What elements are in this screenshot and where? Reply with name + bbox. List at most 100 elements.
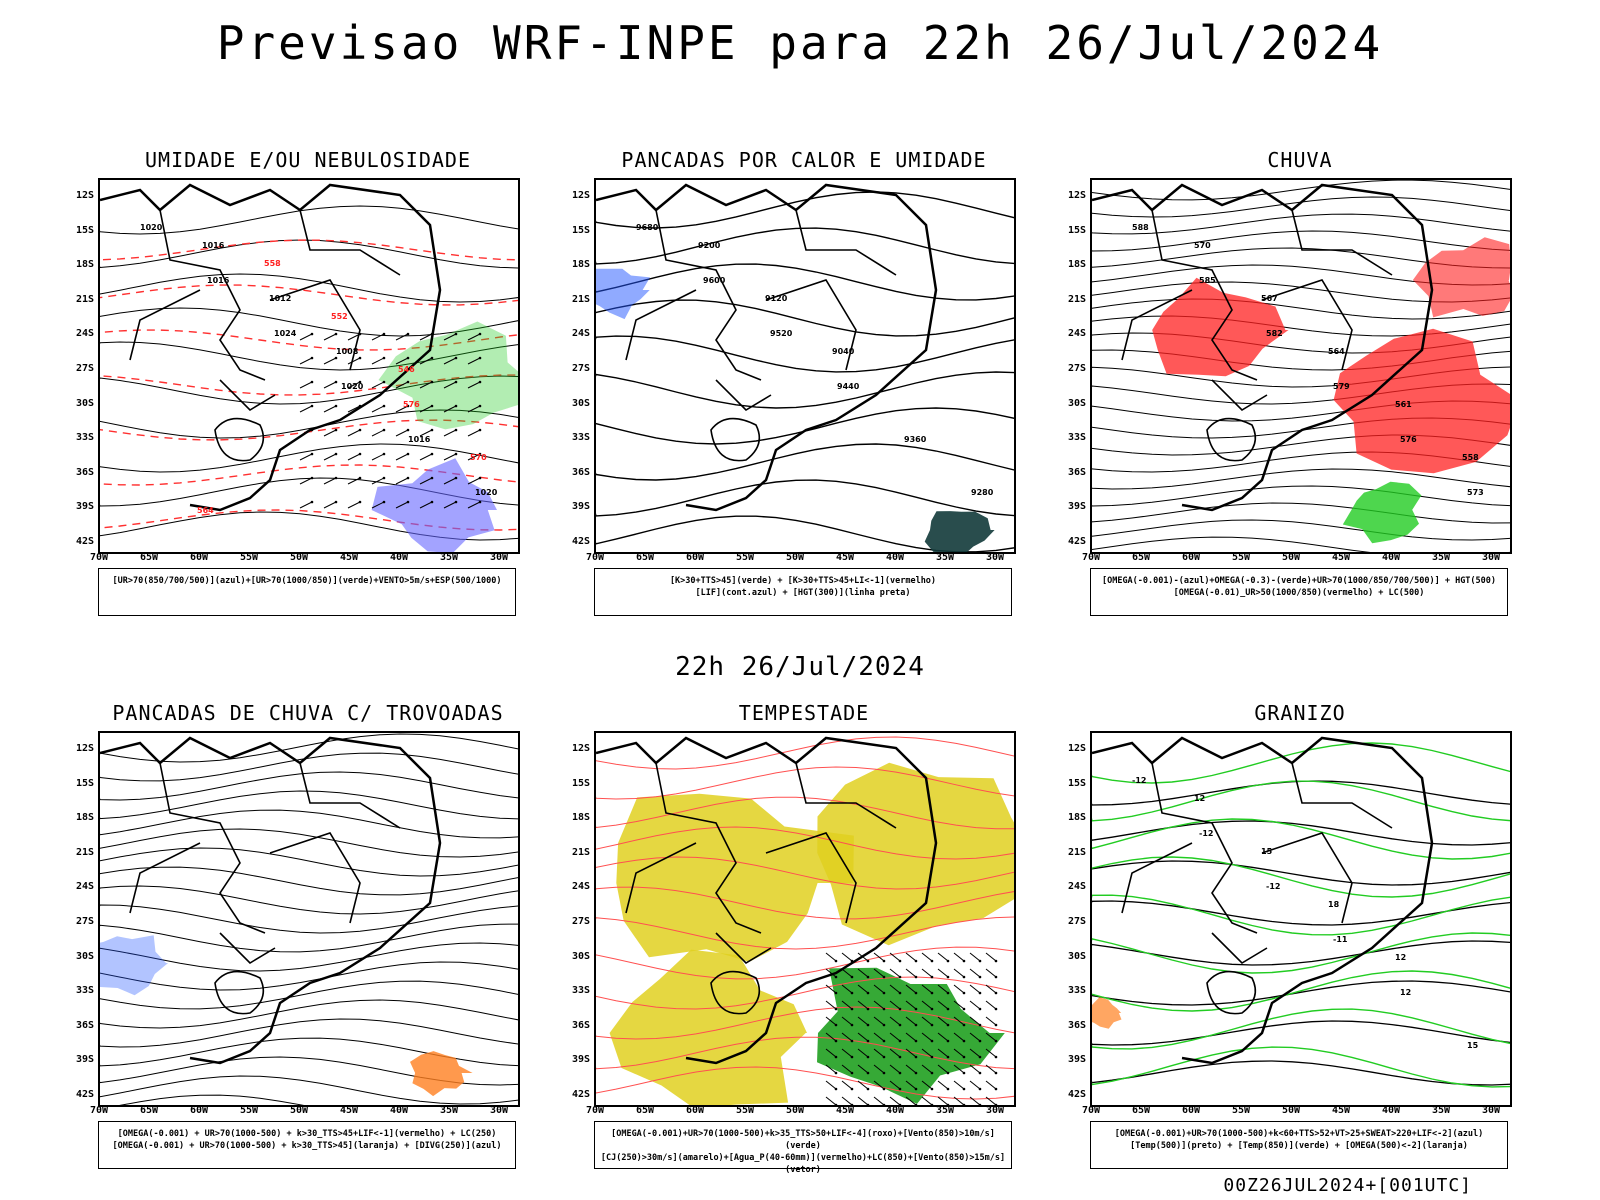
wind-vector-head xyxy=(454,452,458,456)
temp850-contour xyxy=(1092,742,1510,784)
dark-area xyxy=(924,511,995,552)
lat-tick-label: 36S xyxy=(1067,466,1086,478)
wind-vector-head xyxy=(882,959,886,963)
lat-tick-label: 42S xyxy=(1067,1089,1086,1100)
wind-vector-head xyxy=(358,500,362,504)
lat-tick-label: 42S xyxy=(571,536,590,547)
contour-label: -12 xyxy=(1266,882,1280,891)
wind-vector xyxy=(985,1048,997,1058)
wind-vector-head xyxy=(358,380,362,384)
wind-vector xyxy=(921,952,933,962)
wind-vector-head xyxy=(914,1071,918,1075)
lat-tick-label: 27S xyxy=(571,363,590,374)
lat-tick-label: 27S xyxy=(75,363,94,374)
wind-vector xyxy=(953,1016,965,1026)
state-borders xyxy=(129,209,401,412)
wind-vector xyxy=(857,984,869,994)
lat-tick-label: 33S xyxy=(571,985,590,997)
lon-tick-label: 30W xyxy=(985,552,1005,563)
wind-vector xyxy=(841,1000,853,1010)
wind-vector-head xyxy=(478,476,482,480)
wind-vector-head xyxy=(930,959,934,963)
lat-tick-label: 39S xyxy=(1067,501,1086,513)
wind-vector-head xyxy=(382,500,386,504)
rain-red-area xyxy=(1412,237,1510,318)
wind-vector xyxy=(873,1064,885,1074)
wind-vector xyxy=(857,1048,869,1058)
wind-vector xyxy=(905,984,917,994)
wind-vector-head xyxy=(994,1055,998,1059)
lat-tick-label: 24S xyxy=(75,328,94,340)
wind-vector-head xyxy=(406,476,410,480)
lat-tick-label: 21S xyxy=(1067,293,1086,305)
contour-label: 9360 xyxy=(904,435,927,444)
lat-tick-label: 15S xyxy=(75,777,94,789)
wind-vector-head xyxy=(850,975,854,979)
legend-line: [CJ(250)>30m/s](amarelo)+[Agua_P(40-60mm… xyxy=(600,1153,1006,1175)
lon-tick-label: 45W xyxy=(339,1105,359,1116)
wind-vector xyxy=(347,453,361,461)
wind-vector xyxy=(937,1016,949,1026)
lat-tick-label: 18S xyxy=(1067,259,1086,271)
lon-tick-label: 70W xyxy=(585,1105,605,1116)
wind-vector-head xyxy=(850,1023,854,1027)
legend-box: [OMEGA(-0.001) + UR>70(1000-500) + k>30_… xyxy=(98,1121,516,1169)
wind-vector-head xyxy=(382,332,386,336)
map-area: 588 585 582 579 576 573 570 567 564 561 558 xyxy=(1090,178,1512,554)
lat-tick-label: 18S xyxy=(1067,812,1086,824)
wind-vector xyxy=(841,1064,853,1074)
lon-tick-label: 45W xyxy=(835,552,855,563)
wind-vector-head xyxy=(834,1023,838,1027)
wind-vector xyxy=(825,984,837,994)
lat-tick-label: 27S xyxy=(571,916,590,927)
contour-label: 588 xyxy=(1132,223,1149,232)
contour-label: -12 xyxy=(1132,776,1146,785)
wind-vector-head xyxy=(358,476,362,480)
isobar-line xyxy=(100,307,518,337)
lat-tick-label: 15S xyxy=(571,224,590,236)
wind-vector-head xyxy=(898,1023,902,1027)
wind-vector xyxy=(905,1032,917,1042)
wind-vector xyxy=(889,1080,901,1090)
wind-vector-head xyxy=(850,1071,854,1075)
coastline xyxy=(596,736,938,1065)
lat-tick-label: 12S xyxy=(75,190,94,201)
lon-tick-label: 65W xyxy=(139,552,159,563)
legend-line: [OMEGA(-0.01)_UR>50(1000/850)(vermelho) … xyxy=(1173,588,1425,598)
contour-label: 558 xyxy=(1462,453,1479,462)
lat-tick-label: 15S xyxy=(75,224,94,236)
lon-tick-label: 30W xyxy=(985,1105,1005,1116)
temp500-contour xyxy=(1092,1060,1510,1086)
wind-vector-head xyxy=(334,332,338,336)
lat-tick-label: 18S xyxy=(571,812,590,824)
contour-label: 9520 xyxy=(770,329,793,338)
wind-vector-head xyxy=(430,428,434,432)
state-borders xyxy=(625,209,897,412)
lon-tick-label: 55W xyxy=(1231,552,1251,563)
streamline-red xyxy=(596,1066,1014,1100)
wind-vector xyxy=(873,1048,885,1058)
lat-tick-label: 27S xyxy=(1067,916,1086,927)
contour-label: 570 xyxy=(1194,241,1211,250)
contour-label: 576 xyxy=(1400,435,1417,444)
thickness-line xyxy=(100,329,518,351)
lon-tick-label: 35W xyxy=(1431,1105,1451,1116)
wind-vector xyxy=(395,477,409,485)
wind-vector xyxy=(825,1032,837,1042)
wind-vector-head xyxy=(866,959,870,963)
wind-vector-head xyxy=(914,1039,918,1043)
coastline xyxy=(1092,736,1434,1065)
wind-vector-head xyxy=(310,452,314,456)
wind-vector xyxy=(323,477,337,485)
wind-vector xyxy=(921,1048,933,1058)
wind-vector xyxy=(937,952,949,962)
temp500-contour xyxy=(1092,900,1510,926)
wind-vector xyxy=(889,1096,901,1105)
wind-vector xyxy=(953,1064,965,1074)
lat-tick-label: 30S xyxy=(571,397,590,409)
lat-tick-label: 36S xyxy=(571,466,590,478)
wind-vector xyxy=(825,1064,837,1074)
wind-vector-head xyxy=(406,500,410,504)
lat-tick-label: 36S xyxy=(1067,1019,1086,1031)
wind-vector xyxy=(937,1080,949,1090)
